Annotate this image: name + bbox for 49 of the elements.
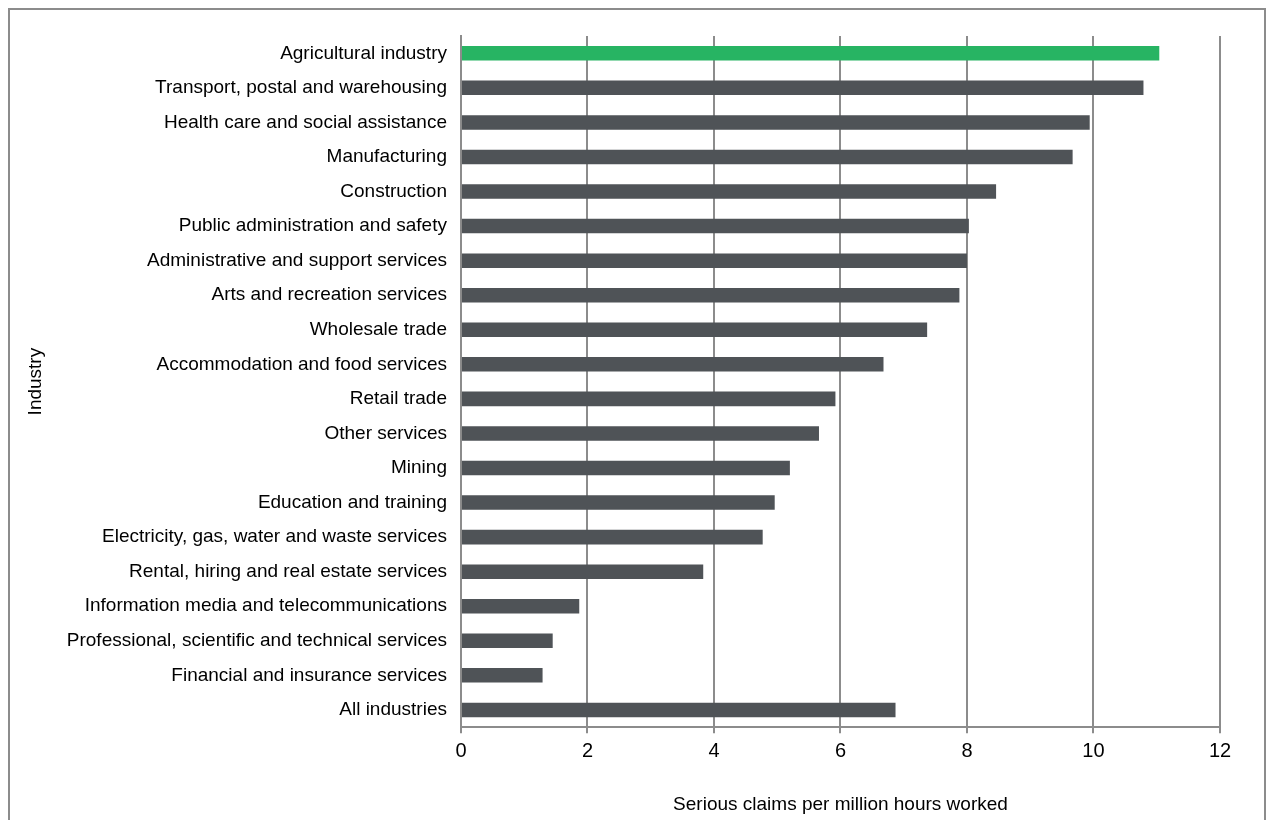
bar [461,391,836,407]
y-tick-label: Accommodation and food services [156,352,447,374]
y-tick-label: Manufacturing [326,145,447,167]
y-axis-title: Industry [23,347,45,416]
bar [461,115,1090,130]
y-tick-label: Construction [340,179,447,201]
x-tick-label: 6 [834,738,847,761]
y-tick-label: Professional, scientific and technical services [66,629,447,651]
x-axis-title: Serious claims per million hours worked [673,792,1008,814]
x-tick-label: 4 [708,738,720,761]
bar [461,322,928,338]
y-tick-label: Other services [324,421,447,443]
y-tick-label: Electricity, gas, water and waste services [102,525,447,547]
bar [461,529,763,545]
bar [461,287,960,303]
bar [461,253,967,268]
y-tick-label: Health care and social assistance [163,110,447,132]
y-tick-label: Administrative and support services [147,248,447,270]
bar [461,184,997,199]
x-tick-label: 2 [581,738,594,761]
y-tick-label: Wholesale trade [309,317,447,339]
bar [461,149,1073,165]
y-tick-label: Transport, postal and warehousing [155,76,447,98]
x-tick-label: 0 [455,738,467,761]
y-tick-label: Retail trade [349,387,447,409]
x-tick-label: 12 [1208,738,1232,761]
x-tick-label: 10 [1082,738,1105,761]
bar [461,218,969,234]
y-tick-label: Rental, hiring and real estate services [129,559,447,581]
y-tick-label: Arts and recreation services [211,283,447,305]
y-tick-label: Agricultural industry [280,41,448,63]
y-tick-label: Information media and telecommunications [84,594,447,616]
bar [461,702,896,718]
bar [461,495,775,510]
bar [461,460,790,476]
bar [461,426,819,441]
y-tick-label: Financial and insurance services [171,663,447,685]
bar [461,633,553,649]
bar [461,668,543,683]
y-tick-label: Education and training [257,490,447,512]
y-tick-label: Mining [390,456,447,478]
bar [461,357,884,372]
bar [461,598,580,614]
bar [461,80,1144,96]
bar [461,46,1160,61]
y-tick-label: All industries [339,698,447,720]
bar [461,564,704,579]
y-tick-label: Public administration and safety [178,214,448,236]
x-tick-label: 8 [961,738,973,761]
